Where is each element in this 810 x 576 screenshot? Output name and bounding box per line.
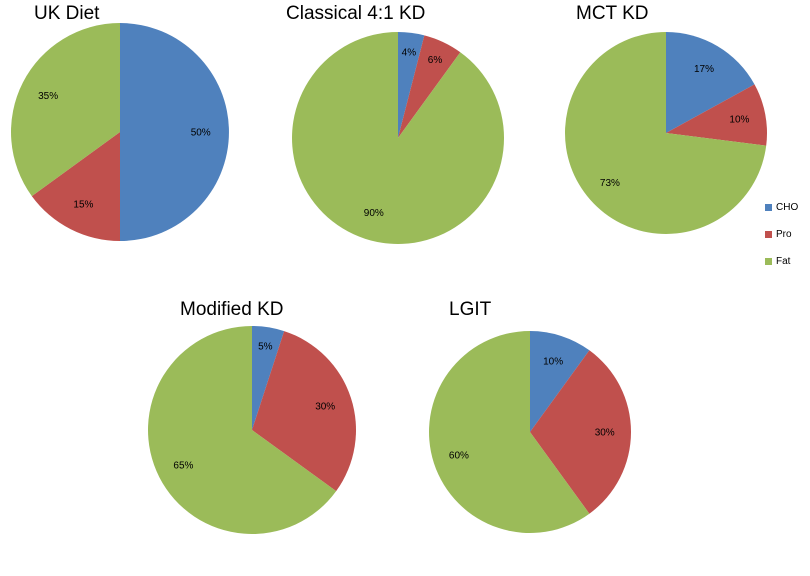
legend-swatch-cho — [765, 203, 772, 211]
legend-label-cho: CHO — [776, 201, 799, 213]
data-label-classical-kd-cho: 4% — [402, 47, 417, 58]
chart-title-mct-kd: MCT KD — [576, 3, 649, 24]
legend-item-cho: CHO — [765, 201, 809, 213]
pie-slice-modified-kd-fat — [148, 326, 337, 534]
legend-label-fat: Fat — [776, 255, 791, 267]
data-label-mct-kd-fat: 73% — [600, 178, 620, 189]
chart-title-classical-kd: Classical 4:1 KD — [286, 3, 426, 24]
pie-slice-uk-diet-pro — [31, 132, 120, 241]
pie-slice-lgit-cho — [530, 331, 590, 432]
data-label-uk-diet-pro: 15% — [73, 199, 93, 210]
pie-slice-lgit-fat — [429, 331, 590, 533]
pie-slice-classical-kd-pro — [398, 35, 461, 138]
chart-title-lgit: LGIT — [449, 299, 492, 320]
pie-slice-classical-kd-cho — [398, 32, 425, 138]
pie-slice-mct-kd-cho — [666, 32, 755, 133]
chart-title-uk-diet: UK Diet — [34, 3, 100, 24]
pie-slice-uk-diet-fat — [11, 23, 120, 197]
chart-title-modified-kd: Modified KD — [180, 299, 284, 320]
data-label-modified-kd-pro: 30% — [315, 402, 335, 413]
pie-slice-classical-kd-fat — [292, 32, 505, 244]
data-label-lgit-fat: 60% — [449, 451, 469, 462]
legend-item-pro: Pro — [765, 228, 809, 240]
legend-swatch-fat — [765, 257, 772, 265]
data-label-uk-diet-cho: 50% — [191, 128, 211, 139]
pie-slice-mct-kd-fat — [564, 31, 767, 235]
data-label-classical-kd-pro: 6% — [428, 55, 443, 66]
data-label-modified-kd-cho: 5% — [258, 341, 273, 352]
pie-slice-lgit-pro — [530, 350, 632, 514]
pie-slice-modified-kd-pro — [252, 331, 357, 492]
data-label-mct-kd-cho: 17% — [694, 64, 714, 75]
legend-item-fat: Fat — [765, 255, 809, 267]
data-label-mct-kd-pro: 10% — [729, 115, 749, 126]
data-label-classical-kd-fat: 90% — [364, 208, 384, 219]
pie-slice-uk-diet-cho — [120, 23, 229, 241]
data-label-lgit-cho: 10% — [543, 356, 563, 367]
legend-swatch-pro — [765, 230, 772, 238]
pie-slice-modified-kd-cho — [252, 326, 285, 430]
data-label-uk-diet-fat: 35% — [38, 91, 58, 102]
pie-slice-mct-kd-pro — [666, 84, 767, 146]
legend: CHO Pro Fat — [765, 201, 809, 282]
legend-label-pro: Pro — [776, 228, 792, 240]
data-label-lgit-pro: 30% — [595, 428, 615, 439]
data-label-modified-kd-fat: 65% — [173, 460, 193, 471]
